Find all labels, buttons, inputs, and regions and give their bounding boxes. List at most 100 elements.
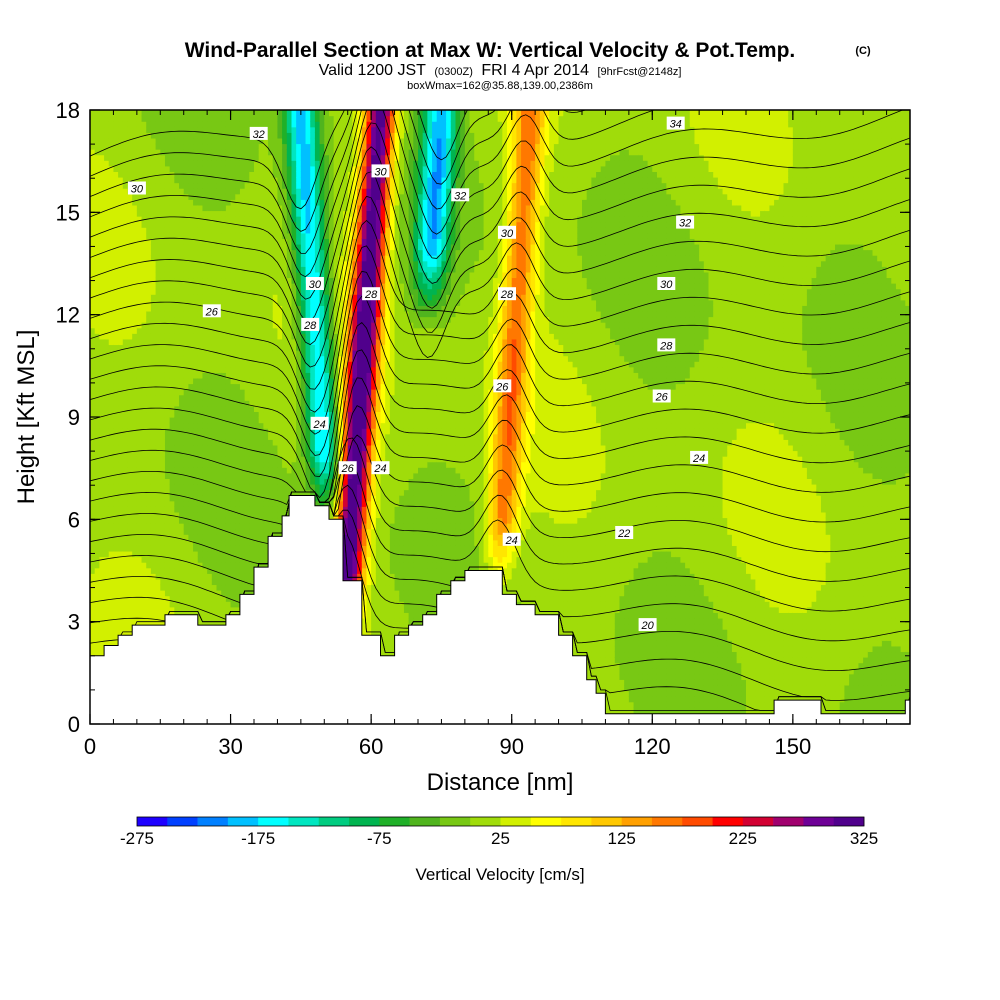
velocity-cell: [207, 534, 212, 540]
velocity-cell: [109, 439, 114, 445]
velocity-cell: [146, 333, 151, 339]
velocity-cell: [198, 171, 203, 177]
velocity-cell: [104, 233, 109, 239]
velocity-cell: [99, 568, 104, 574]
velocity-cell: [132, 562, 137, 568]
velocity-cell: [268, 110, 273, 116]
velocity-cell: [109, 233, 114, 239]
velocity-cell: [259, 350, 264, 356]
velocity-cell: [132, 289, 137, 295]
velocity-cell: [226, 233, 231, 239]
velocity-cell: [132, 356, 137, 362]
velocity-cell: [235, 367, 240, 373]
velocity-cell: [95, 328, 100, 334]
velocity-cell: [118, 289, 123, 295]
velocity-cell: [127, 540, 132, 546]
velocity-cell: [109, 417, 114, 423]
velocity-cell: [296, 210, 301, 216]
velocity-cell: [179, 317, 184, 323]
velocity-cell: [99, 244, 104, 250]
velocity-cell: [184, 529, 189, 535]
velocity-cell: [142, 584, 147, 590]
velocity-cell: [127, 339, 132, 345]
velocity-cell: [170, 300, 175, 306]
velocity-cell: [90, 635, 95, 641]
velocity-cell: [165, 517, 170, 523]
velocity-cell: [240, 194, 245, 200]
velocity-cell: [263, 110, 268, 116]
velocity-cell: [184, 490, 189, 496]
velocity-cell: [109, 624, 114, 630]
velocity-cell: [240, 361, 245, 367]
velocity-cell: [273, 143, 278, 149]
velocity-cell: [179, 305, 184, 311]
velocity-cell: [277, 177, 282, 183]
velocity-cell: [282, 110, 287, 116]
velocity-cell: [202, 294, 207, 300]
velocity-cell: [217, 517, 222, 523]
velocity-cell: [202, 400, 207, 406]
velocity-cell: [95, 590, 100, 596]
velocity-cell: [212, 322, 217, 328]
velocity-cell: [193, 557, 198, 563]
velocity-cell: [113, 188, 118, 194]
velocity-cell: [193, 406, 198, 412]
velocity-cell: [109, 328, 114, 334]
velocity-cell: [221, 188, 226, 194]
velocity-cell: [245, 534, 250, 540]
velocity-cell: [123, 467, 128, 473]
velocity-cell: [156, 199, 161, 205]
velocity-cell: [156, 378, 161, 384]
velocity-cell: [231, 328, 236, 334]
valid-utc: (0300Z): [434, 66, 473, 78]
velocity-cell: [160, 188, 165, 194]
velocity-cell: [156, 439, 161, 445]
velocity-cell: [212, 143, 217, 149]
velocity-cell: [118, 222, 123, 228]
velocity-cell: [146, 601, 151, 607]
velocity-cell: [174, 568, 179, 574]
velocity-cell: [202, 529, 207, 535]
velocity-cell: [282, 322, 287, 328]
velocity-cell: [118, 143, 123, 149]
velocity-cell: [212, 138, 217, 144]
velocity-cell: [188, 568, 193, 574]
velocity-cell: [221, 579, 226, 585]
velocity-cell: [132, 478, 137, 484]
velocity-cell: [273, 356, 278, 362]
velocity-cell: [132, 244, 137, 250]
velocity-cell: [193, 333, 198, 339]
velocity-cell: [99, 529, 104, 535]
velocity-cell: [132, 395, 137, 401]
velocity-cell: [249, 227, 254, 233]
velocity-cell: [263, 300, 268, 306]
velocity-cell: [179, 277, 184, 283]
velocity-cell: [137, 255, 142, 261]
velocity-cell: [127, 121, 132, 127]
velocity-cell: [118, 378, 123, 384]
velocity-cell: [249, 255, 254, 261]
velocity-cell: [198, 473, 203, 479]
velocity-cell: [127, 456, 132, 462]
velocity-cell: [291, 484, 296, 490]
velocity-cell: [109, 300, 114, 306]
velocity-cell: [212, 367, 217, 373]
velocity-cell: [198, 233, 203, 239]
velocity-cell: [160, 484, 165, 490]
velocity-cell: [142, 601, 147, 607]
velocity-cell: [104, 612, 109, 618]
velocity-cell: [179, 445, 184, 451]
velocity-cell: [287, 143, 292, 149]
velocity-cell: [188, 439, 193, 445]
velocity-cell: [137, 389, 142, 395]
velocity-cell: [245, 428, 250, 434]
velocity-cell: [151, 506, 156, 512]
velocity-cell: [156, 523, 161, 529]
velocity-cell: [282, 384, 287, 390]
velocity-cell: [156, 344, 161, 350]
velocity-cell: [118, 238, 123, 244]
velocity-cell: [170, 250, 175, 256]
velocity-cell: [296, 143, 301, 149]
velocity-cell: [287, 473, 292, 479]
velocity-cell: [245, 210, 250, 216]
